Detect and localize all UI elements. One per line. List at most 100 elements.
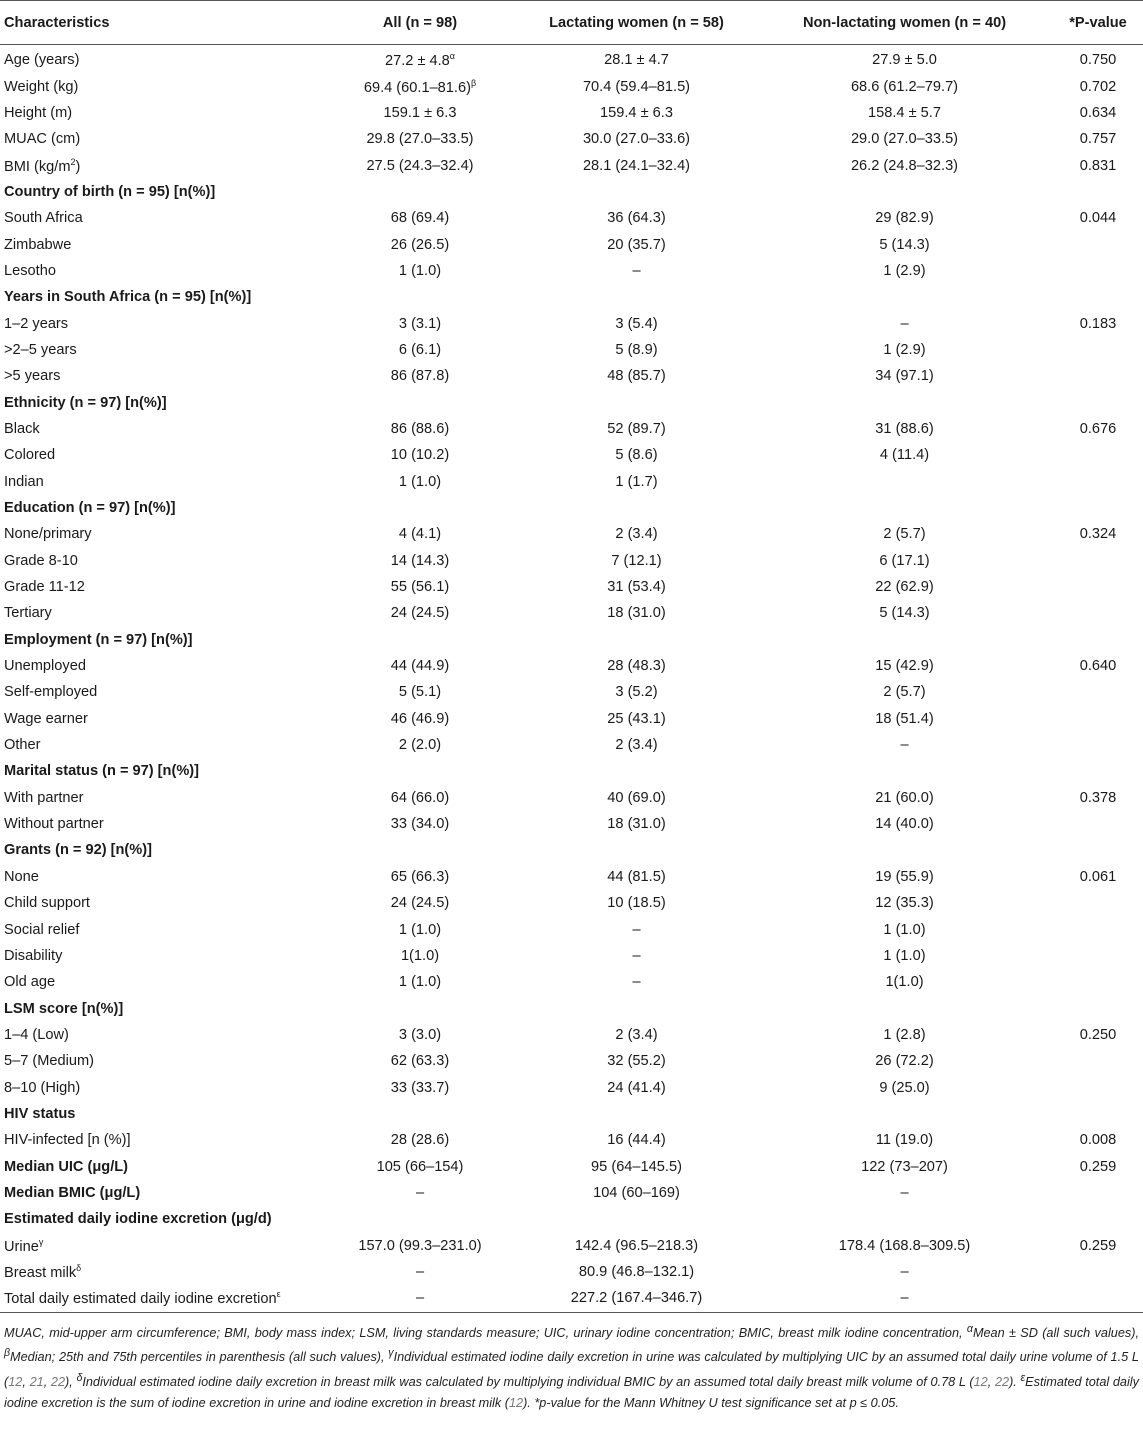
header-pvalue: *P-value xyxy=(1053,0,1143,45)
cell-non-lactating: 4 (11.4) xyxy=(756,442,1053,468)
cell-lactating: 3 (5.4) xyxy=(517,310,756,336)
row-label-text: Black xyxy=(4,420,40,437)
cell-all-text: 62 (63.3) xyxy=(390,1053,450,1070)
footnote-text: , xyxy=(43,1375,51,1390)
cell-lactating: 28.1 ± 4.7 xyxy=(517,45,756,74)
cell-lactating-text: 18 (31.0) xyxy=(607,816,666,833)
cell-lactating: 18 (31.0) xyxy=(517,811,756,837)
row-label-tail: ) xyxy=(75,158,81,175)
cell-non-lactating: 29 (82.9) xyxy=(756,205,1053,231)
cell-pvalue-text: 0.259 xyxy=(1079,1158,1117,1175)
cell-lactating-text: 80.9 (46.8–132.1) xyxy=(578,1263,695,1280)
cell-lactating-text: 36 (64.3) xyxy=(607,210,666,227)
reference-link[interactable]: 12 xyxy=(508,1395,524,1410)
cell-lactating-text: 95 (64–145.5) xyxy=(591,1158,682,1175)
row-label: Grants (n = 92) [n(%)] xyxy=(0,837,323,863)
row-label: None xyxy=(0,864,323,890)
row-label: Breast milkδ xyxy=(0,1259,323,1285)
cell-pvalue: 0.378 xyxy=(1053,785,1143,811)
cell-pvalue-text: 0.044 xyxy=(1079,210,1117,227)
cell-lactating-text: 7 (12.1) xyxy=(611,552,662,569)
row-label: Marital status (n = 97) [n(%)] xyxy=(0,758,323,784)
reference-link[interactable]: 21 xyxy=(29,1375,44,1390)
cell-pvalue xyxy=(1053,1074,1143,1100)
cell-pvalue xyxy=(1053,574,1143,600)
row-label: Self-employed xyxy=(0,679,323,705)
row-label-text: Lesotho xyxy=(4,262,56,279)
cell-all: 55 (56.1) xyxy=(323,574,517,600)
cell-all-text: 1 (1.0) xyxy=(398,262,442,279)
cell-pvalue xyxy=(1053,1180,1143,1206)
cell-lactating: 142.4 (96.5–218.3) xyxy=(517,1232,756,1258)
row-label-text: Self-employed xyxy=(4,684,98,701)
footnote-text: MUAC, mid-upper arm circumference; BMI, … xyxy=(4,1325,967,1340)
cell-lactating: 1 (1.7) xyxy=(517,469,756,495)
cell-pvalue: 0.250 xyxy=(1053,1022,1143,1048)
reference-link[interactable]: 12 xyxy=(8,1375,23,1390)
reference-link[interactable]: 22 xyxy=(50,1375,66,1390)
row-label-text: Employment (n = 97) [n(%)] xyxy=(4,631,193,648)
cell-non-lactating xyxy=(756,284,1053,310)
header-non-lactating: Non-lactating women (n = 40) xyxy=(756,0,1053,45)
cell-all: 64 (66.0) xyxy=(323,785,517,811)
cell-pvalue: 0.259 xyxy=(1053,1232,1143,1258)
cell-pvalue: 0.750 xyxy=(1053,45,1143,74)
cell-all: 33 (34.0) xyxy=(323,811,517,837)
row-label: Disability xyxy=(0,943,323,969)
footnote-text: Mean ± SD (all such values), xyxy=(972,1325,1139,1340)
row-label-text: Education (n = 97) [n(%)] xyxy=(4,500,176,517)
cell-lactating: 3 (5.2) xyxy=(517,679,756,705)
footnote-sup: δ xyxy=(76,1372,83,1385)
cell-lactating-text: 2 (3.4) xyxy=(615,737,658,754)
cell-all: – xyxy=(323,1285,517,1313)
reference-link[interactable]: 12 xyxy=(973,1375,988,1390)
cell-pvalue-text: 0.183 xyxy=(1079,315,1117,332)
cell-non-lactating-text: 26.2 (24.8–32.3) xyxy=(850,157,959,174)
row-label-text: None xyxy=(4,868,39,885)
table-row: South Africa 68 (69.4) 36 (64.3) 29 (82.9) 0… xyxy=(0,205,1143,231)
cell-all: 69.4 (60.1–81.6)β xyxy=(323,73,517,99)
cell-pvalue xyxy=(1053,679,1143,705)
row-label: Grade 8-10 xyxy=(0,548,323,574)
table-row: Black 86 (88.6) 52 (89.7) 31 (88.6) 0.676 xyxy=(0,416,1143,442)
cell-lactating-text: 142.4 (96.5–218.3) xyxy=(574,1237,699,1254)
table-row: BMI (kg/m2) 27.5 (24.3–32.4) 28.1 (24.1–32… xyxy=(0,152,1143,178)
row-label: Education (n = 97) [n(%)] xyxy=(0,495,323,521)
cell-all: 1 (1.0) xyxy=(323,258,517,284)
row-label-text: Indian xyxy=(4,473,44,490)
cell-all: 33 (33.7) xyxy=(323,1074,517,1100)
cell-all-text: 68 (69.4) xyxy=(390,210,450,227)
cell-lactating: – xyxy=(517,969,756,995)
cell-pvalue-text: 0.259 xyxy=(1079,1237,1117,1254)
cell-non-lactating-text: 4 (11.4) xyxy=(879,447,930,464)
row-label: Old age xyxy=(0,969,323,995)
row-label-text: Disability xyxy=(4,947,63,964)
cell-all-text: 1(1.0) xyxy=(400,947,440,964)
row-label-text: Total daily estimated daily iodine excre… xyxy=(4,1291,277,1308)
cell-pvalue-text: 0.008 xyxy=(1079,1132,1117,1149)
section-row: Years in South Africa (n = 95) [n(%)] xyxy=(0,284,1143,310)
footnote-sup: γ xyxy=(388,1347,394,1360)
footnote-text: ). xyxy=(1009,1375,1021,1390)
cell-non-lactating: 6 (17.1) xyxy=(756,548,1053,574)
cell-pvalue xyxy=(1053,389,1143,415)
cell-pvalue xyxy=(1053,548,1143,574)
reference-link[interactable]: 22 xyxy=(994,1375,1010,1390)
footnote-sup: α xyxy=(966,1322,973,1335)
row-label-text: With partner xyxy=(4,789,84,806)
cell-non-lactating-text: 21 (60.0) xyxy=(875,789,934,806)
cell-non-lactating xyxy=(756,995,1053,1021)
cell-pvalue xyxy=(1053,1101,1143,1127)
cell-all-text: 27.2 ± 4.8 xyxy=(384,53,450,70)
row-label-text: Estimated daily iodine excretion (μg/d) xyxy=(4,1211,272,1228)
cell-lactating: 5 (8.9) xyxy=(517,337,756,363)
cell-all: 68 (69.4) xyxy=(323,205,517,231)
table-row: Indian 1 (1.0) 1 (1.7) xyxy=(0,469,1143,495)
cell-non-lactating-text: 18 (51.4) xyxy=(875,710,934,727)
row-label-text: Grade 8-10 xyxy=(4,552,78,569)
cell-pvalue: 0.044 xyxy=(1053,205,1143,231)
cell-non-lactating xyxy=(756,389,1053,415)
cell-non-lactating: 34 (97.1) xyxy=(756,363,1053,389)
footnote-text: Median; 25th and 75th percentiles in par… xyxy=(10,1350,389,1365)
cell-lactating-text: 28.1 ± 4.7 xyxy=(604,52,669,69)
